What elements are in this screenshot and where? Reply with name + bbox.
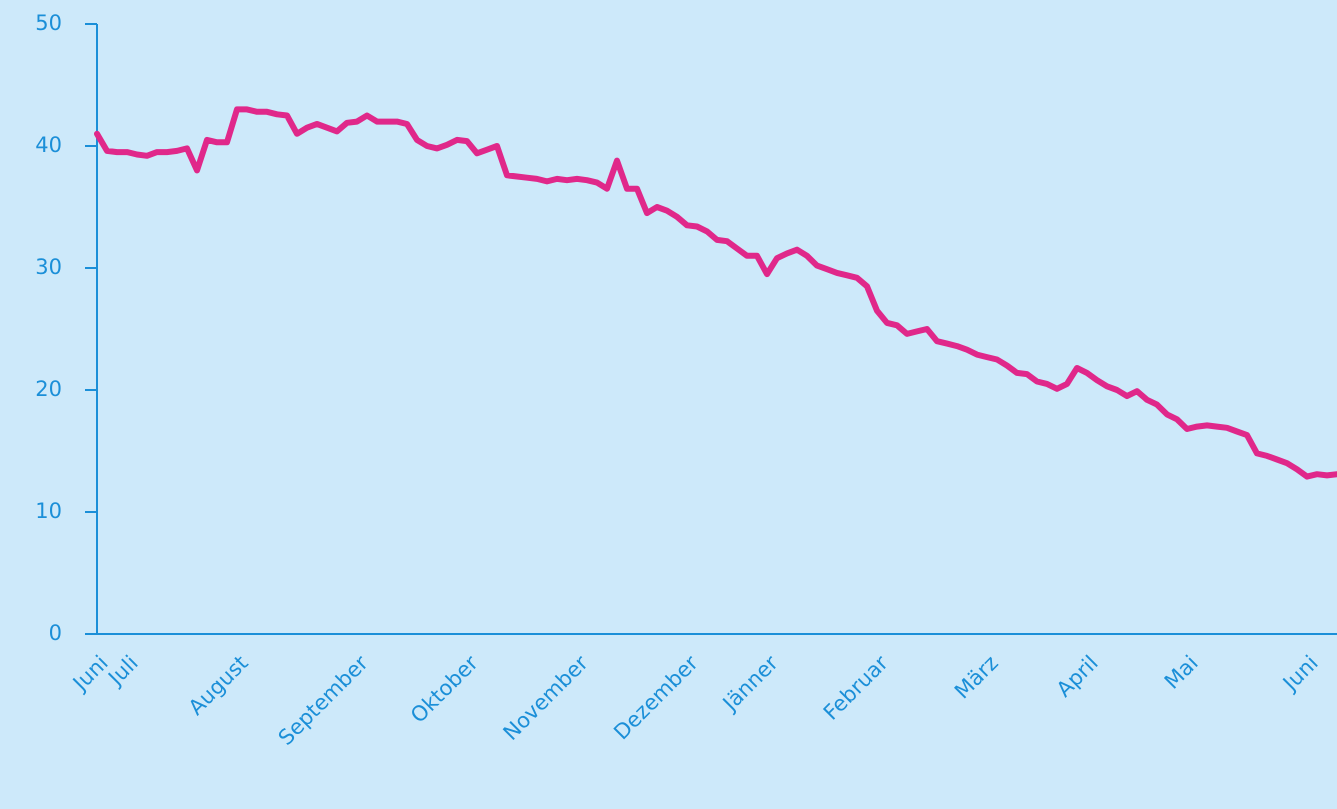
x-tick-label: November	[499, 651, 593, 745]
y-tick-label: 0	[49, 621, 62, 645]
x-tick-label: April	[1052, 651, 1103, 702]
x-tick-label: Dezember	[609, 651, 703, 745]
x-tick-label: September	[274, 651, 373, 750]
x-tick-label: Juli	[102, 651, 142, 691]
y-tick-label: 50	[35, 11, 62, 35]
y-tick-label: 20	[35, 377, 62, 401]
y-tick-label: 40	[35, 133, 62, 157]
y-tick-label: 30	[35, 255, 62, 279]
y-tick-label: 10	[35, 499, 62, 523]
x-tick-label: Jänner	[717, 651, 783, 717]
x-tick-label: Februar	[819, 651, 893, 725]
x-tick-label: März	[950, 651, 1003, 704]
x-tick-label: August	[184, 651, 253, 720]
x-tick-label: Juni	[1277, 651, 1323, 697]
x-tick-label: Mai	[1160, 651, 1203, 694]
x-tick-label: Oktober	[406, 651, 483, 728]
data-line	[94, 106, 1337, 480]
